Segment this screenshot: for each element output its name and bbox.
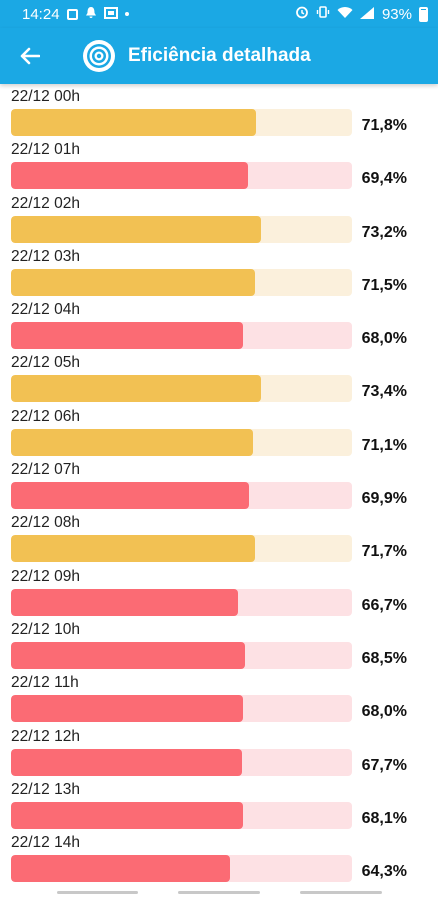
notification-icon: [85, 6, 97, 23]
signal-icon: [359, 6, 375, 23]
efficiency-bar-track: [11, 109, 352, 136]
efficiency-row[interactable]: 22/12 14h 64,3%: [0, 833, 438, 886]
status-right: 93%: [295, 5, 428, 23]
efficiency-row[interactable]: 22/12 01h 69,4%: [0, 140, 438, 193]
efficiency-value: 71,7%: [361, 543, 407, 561]
efficiency-bar-track: [11, 641, 352, 669]
efficiency-bar-track: [11, 748, 352, 776]
efficiency-row[interactable]: 22/12 10h 68,5%: [0, 620, 438, 673]
efficiency-row[interactable]: 22/12 02h 73,2%: [0, 194, 438, 247]
efficiency-row[interactable]: 22/12 08h 71,7%: [0, 513, 438, 566]
efficiency-bar-track: [11, 322, 352, 350]
efficiency-value: 71,8%: [361, 117, 407, 134]
dot-icon: [124, 12, 129, 16]
efficiency-bar-track: [11, 535, 352, 563]
efficiency-value: 73,2%: [361, 223, 407, 241]
row-time-label: 22/12 08h: [11, 514, 80, 532]
arrow-left-icon: [20, 47, 40, 65]
back-button[interactable]: [2, 28, 58, 84]
row-time-label: 22/12 00h: [11, 88, 80, 105]
efficiency-value: 68,0%: [361, 703, 407, 721]
vibrate-icon: [316, 5, 330, 23]
system-nav-bar: [0, 888, 438, 900]
target-logo-icon: [83, 40, 115, 72]
row-time-label: 22/12 07h: [11, 461, 80, 479]
efficiency-bar-fill: [11, 535, 256, 563]
efficiency-bar-fill: [11, 748, 242, 776]
efficiency-bar-fill: [11, 641, 245, 669]
alarm-icon: [295, 5, 309, 23]
efficiency-bar-fill: [11, 215, 261, 243]
efficiency-bar-track: [11, 482, 352, 510]
efficiency-row[interactable]: 22/12 05h 73,4%: [0, 353, 438, 406]
efficiency-bar-track: [11, 695, 352, 723]
efficiency-row[interactable]: 22/12 06h 71,1%: [0, 407, 438, 460]
efficiency-row[interactable]: 22/12 09h 66,7%: [0, 567, 438, 620]
efficiency-value: 71,1%: [361, 436, 407, 454]
row-time-label: 22/12 06h: [11, 407, 80, 425]
efficiency-bar-track: [11, 801, 352, 829]
efficiency-bar-fill: [11, 695, 243, 723]
row-time-label: 22/12 01h: [11, 141, 80, 159]
efficiency-row[interactable]: 22/12 12h 67,7%: [0, 727, 438, 780]
efficiency-bar-track: [11, 375, 352, 403]
status-left: 14:24: [22, 6, 129, 23]
efficiency-bar-fill: [11, 428, 254, 456]
cast-icon: [103, 6, 118, 23]
status-bar: 14:24 93%: [0, 0, 438, 28]
efficiency-bar-track: [11, 215, 352, 243]
efficiency-row[interactable]: 22/12 00h 71,8%: [0, 87, 438, 140]
efficiency-row[interactable]: 22/12 11h 68,0%: [0, 673, 438, 726]
efficiency-bar-fill: [11, 588, 239, 616]
row-time-label: 22/12 11h: [11, 674, 79, 692]
efficiency-list: 22/12 00h 71,8% 22/12 01h 69,4% 22/12 02h 73,…: [0, 87, 438, 886]
status-time: 14:24: [22, 5, 60, 23]
efficiency-bar-fill: [11, 375, 262, 403]
row-time-label: 22/12 02h: [11, 194, 80, 212]
efficiency-row[interactable]: 22/12 04h 68,0%: [0, 300, 438, 353]
efficiency-bar-track: [11, 855, 352, 883]
efficiency-bar-fill: [11, 855, 231, 883]
app-bar: Eficiência detalhada: [0, 28, 438, 84]
efficiency-value: 71,5%: [361, 276, 407, 294]
page-title: Eficiência detalhada: [128, 45, 311, 66]
efficiency-value: 69,9%: [361, 490, 407, 508]
efficiency-value: 69,4%: [361, 170, 407, 188]
battery-icon: [419, 6, 428, 22]
efficiency-bar-track: [11, 268, 352, 296]
image-icon: [66, 8, 78, 20]
efficiency-value: 68,0%: [361, 330, 407, 348]
row-time-label: 22/12 03h: [11, 247, 80, 265]
efficiency-bar-track: [11, 588, 352, 616]
battery-percent: 93%: [381, 5, 412, 23]
efficiency-bar-fill: [11, 109, 256, 136]
efficiency-bar-fill: [11, 482, 250, 510]
efficiency-row[interactable]: 22/12 03h 71,5%: [0, 247, 438, 300]
row-time-label: 22/12 12h: [11, 727, 80, 745]
row-time-label: 22/12 10h: [11, 620, 80, 638]
efficiency-value: 68,5%: [361, 649, 407, 667]
efficiency-row[interactable]: 22/12 07h 69,9%: [0, 460, 438, 513]
efficiency-bar-fill: [11, 801, 244, 829]
nav-recent-indicator[interactable]: [57, 891, 138, 894]
row-time-label: 22/12 05h: [11, 354, 80, 372]
row-time-label: 22/12 04h: [11, 301, 80, 319]
efficiency-row[interactable]: 22/12 13h 68,1%: [0, 780, 438, 833]
efficiency-value: 67,7%: [361, 756, 407, 774]
efficiency-bar-track: [11, 162, 352, 190]
efficiency-bar-fill: [11, 162, 248, 190]
nav-home-indicator[interactable]: [178, 891, 260, 894]
row-time-label: 22/12 13h: [11, 780, 80, 798]
row-time-label: 22/12 14h: [11, 834, 80, 852]
efficiency-value: 66,7%: [361, 596, 407, 614]
nav-back-indicator[interactable]: [300, 891, 382, 894]
efficiency-value: 64,3%: [361, 863, 407, 881]
wifi-icon: [337, 6, 353, 23]
row-time-label: 22/12 09h: [11, 567, 80, 585]
efficiency-bar-fill: [11, 268, 255, 296]
efficiency-bar-fill: [11, 322, 243, 350]
efficiency-value: 68,1%: [361, 809, 407, 827]
efficiency-value: 73,4%: [361, 383, 407, 401]
efficiency-bar-track: [11, 428, 352, 456]
